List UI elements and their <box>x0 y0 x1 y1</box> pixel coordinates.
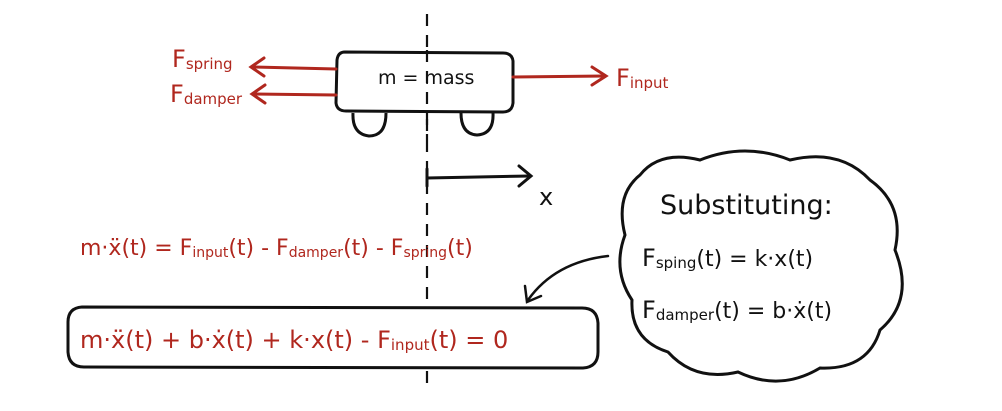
right-wheel <box>459 112 495 137</box>
cart-body <box>334 50 515 114</box>
cart-label: m = mass <box>378 67 474 89</box>
position-arrow <box>425 164 534 188</box>
spring-substitution: Fsping(t) = k·x(t) <box>642 244 813 272</box>
input-force-label: Finput <box>616 64 669 92</box>
input-force-arrow <box>511 65 609 87</box>
spring-force-arrow <box>248 56 338 78</box>
spring-force-label: Fspring <box>172 45 233 73</box>
bubble-title: Substituting: <box>660 190 833 221</box>
damper-force-label: Fdamper <box>170 80 243 108</box>
damper-force-arrow <box>249 83 338 105</box>
final-equation-box <box>66 305 600 370</box>
substitution-arrow <box>523 254 610 304</box>
substitution-bubble <box>618 149 904 383</box>
final-equation: m·ẍ(t) + b·ẋ(t) + k·x(t) - Finput(t) = 0 <box>80 326 508 354</box>
position-label: x <box>539 183 553 211</box>
damper-substitution: Fdamper(t) = b·ẋ(t) <box>642 296 832 324</box>
left-wheel <box>351 112 388 138</box>
equation-of-motion: m·ẍ(t) = Finput(t) - Fdamper(t) - Fsprin… <box>80 236 473 261</box>
